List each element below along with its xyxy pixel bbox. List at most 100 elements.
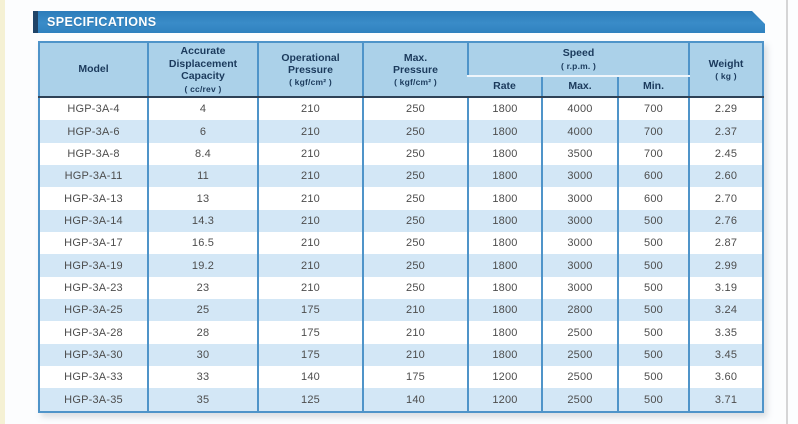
cell-model: HGP-3A-8 bbox=[67, 147, 120, 160]
cell-speed-max: 3000 bbox=[541, 254, 618, 277]
cell-speed-rate: 1800 bbox=[467, 187, 542, 210]
cell-max-pressure: 250 bbox=[362, 120, 468, 143]
cell-speed-max: 2500 bbox=[541, 388, 618, 412]
table-row: HGP-3A-23 23 210 250 1800 3000 500 3.19 bbox=[39, 276, 764, 300]
header-max-pressure-label: Max. Pressure bbox=[393, 51, 438, 76]
cell-weight: 3.45 bbox=[688, 343, 764, 367]
cell-speed-min: 500 bbox=[616, 276, 690, 300]
table-row: HGP-3A-14 14.3 210 250 1800 3000 500 2.7… bbox=[39, 209, 764, 233]
cell-displacement-capacity: 23 bbox=[147, 276, 258, 300]
cell-max-pressure: 250 bbox=[362, 209, 468, 233]
cell-weight: 2.87 bbox=[688, 232, 764, 255]
cell-speed-max: 4000 bbox=[541, 120, 618, 143]
cell-speed-max: 2500 bbox=[541, 343, 618, 367]
cell-model: HGP-3A-17 bbox=[64, 237, 123, 250]
header-speed-rate-label: Rate bbox=[493, 80, 516, 93]
cell-speed-max: 3000 bbox=[541, 232, 618, 255]
cell-model: HGP-3A-14 bbox=[64, 214, 123, 227]
section-title: SPECIFICATIONS bbox=[47, 15, 157, 29]
cell-displacement-capacity: 4 bbox=[147, 97, 258, 121]
cell-weight: 2.76 bbox=[688, 209, 764, 233]
cell-weight: 2.70 bbox=[688, 187, 764, 210]
cell-model: HGP-3A-6 bbox=[67, 125, 120, 138]
cell-speed-rate: 1800 bbox=[467, 209, 542, 233]
cell-speed-rate: 1800 bbox=[467, 321, 542, 344]
cell-operational-pressure: 175 bbox=[257, 343, 363, 367]
cell-model: HGP-3A-30 bbox=[64, 348, 123, 361]
table-header: Model Accurate Displacement Capacity ( c… bbox=[39, 42, 764, 98]
header-max-pressure: Max. Pressure ( kgf/cm² ) bbox=[362, 42, 468, 98]
cell-max-pressure: 210 bbox=[362, 343, 468, 367]
table-row: HGP-3A-30 30 175 210 1800 2500 500 3.45 bbox=[39, 343, 764, 367]
cell-displacement-capacity: 35 bbox=[147, 388, 258, 412]
table-row: HGP-3A-25 25 175 210 1800 2800 500 3.24 bbox=[39, 299, 764, 322]
cell-operational-pressure: 175 bbox=[257, 299, 363, 322]
cell-speed-min: 500 bbox=[616, 388, 690, 412]
cell-displacement-capacity: 28 bbox=[147, 321, 258, 344]
cell-model: HGP-3A-33 bbox=[64, 371, 123, 384]
cell-model: HGP-3A-35 bbox=[64, 393, 123, 406]
cell-displacement-capacity: 14.3 bbox=[147, 209, 258, 233]
cell-speed-min: 600 bbox=[616, 187, 690, 210]
cell-weight: 3.24 bbox=[688, 299, 764, 322]
specifications-table: Model Accurate Displacement Capacity ( c… bbox=[38, 41, 765, 413]
cell-model: HGP-3A-4 bbox=[67, 103, 120, 116]
cell-speed-rate: 1800 bbox=[467, 254, 542, 277]
cell-speed-min: 700 bbox=[616, 97, 690, 121]
cell-weight: 2.99 bbox=[688, 254, 764, 277]
header-speed-rate: Rate bbox=[468, 76, 542, 98]
cell-max-pressure: 250 bbox=[362, 276, 468, 300]
cell-max-pressure: 140 bbox=[362, 388, 468, 412]
table-row: HGP-3A-4 4 210 250 1800 4000 700 2.29 bbox=[39, 97, 764, 121]
cell-operational-pressure: 125 bbox=[257, 388, 363, 412]
header-weight-label: Weight bbox=[708, 57, 744, 70]
cell-operational-pressure: 175 bbox=[257, 321, 363, 344]
cell-model: HGP-3A-11 bbox=[64, 170, 123, 183]
cell-speed-max: 2500 bbox=[541, 366, 618, 389]
cell-speed-max: 3000 bbox=[541, 187, 618, 210]
cell-speed-rate: 1800 bbox=[467, 97, 542, 121]
cell-speed-rate: 1200 bbox=[467, 366, 542, 389]
cell-weight: 3.60 bbox=[688, 366, 764, 389]
cell-speed-min: 500 bbox=[616, 366, 690, 389]
cell-model: HGP-3A-23 bbox=[64, 281, 123, 294]
cell-operational-pressure: 140 bbox=[257, 366, 363, 389]
cell-speed-min: 500 bbox=[616, 232, 690, 255]
cell-displacement-capacity: 11 bbox=[147, 165, 258, 188]
section-title-bar: SPECIFICATIONS bbox=[33, 11, 765, 33]
table-row: HGP-3A-33 33 140 175 1200 2500 500 3.60 bbox=[39, 366, 764, 389]
cell-max-pressure: 210 bbox=[362, 321, 468, 344]
cell-operational-pressure: 210 bbox=[257, 165, 363, 188]
cell-weight: 3.71 bbox=[688, 388, 764, 412]
header-capacity-unit: ( cc/rev ) bbox=[184, 83, 222, 94]
cell-speed-min: 500 bbox=[616, 299, 690, 322]
cell-weight: 2.45 bbox=[688, 142, 764, 166]
cell-max-pressure: 250 bbox=[362, 187, 468, 210]
cell-speed-max: 2500 bbox=[541, 321, 618, 344]
header-operational-pressure: Operational Pressure ( kgf/cm² ) bbox=[257, 42, 363, 98]
table-row: HGP-3A-28 28 175 210 1800 2500 500 3.35 bbox=[39, 321, 764, 344]
cell-weight: 3.19 bbox=[688, 276, 764, 300]
cell-speed-max: 3000 bbox=[541, 276, 618, 300]
cell-speed-min: 500 bbox=[616, 321, 690, 344]
cell-speed-rate: 1800 bbox=[467, 276, 542, 300]
cell-speed-max: 2800 bbox=[541, 299, 618, 322]
cell-displacement-capacity: 13 bbox=[147, 187, 258, 210]
cell-model: HGP-3A-28 bbox=[64, 326, 123, 339]
cell-weight: 3.35 bbox=[688, 321, 764, 344]
cell-weight: 2.37 bbox=[688, 120, 764, 143]
cell-max-pressure: 210 bbox=[362, 299, 468, 322]
cell-operational-pressure: 210 bbox=[257, 97, 363, 121]
header-speed-min: Min. bbox=[616, 76, 690, 98]
header-speed-group: Speed ( r.p.m. ) bbox=[466, 42, 690, 77]
header-weight-unit: ( kg ) bbox=[715, 71, 737, 82]
cell-operational-pressure: 210 bbox=[257, 232, 363, 255]
cell-speed-min: 700 bbox=[616, 142, 690, 166]
table-row: HGP-3A-8 8.4 210 250 1800 3500 700 2.45 bbox=[39, 142, 764, 166]
header-op-pressure-unit: ( kgf/cm² ) bbox=[289, 77, 332, 88]
cell-displacement-capacity: 19.2 bbox=[147, 254, 258, 277]
cell-operational-pressure: 210 bbox=[257, 187, 363, 210]
cell-speed-min: 500 bbox=[616, 209, 690, 233]
cell-displacement-capacity: 33 bbox=[147, 366, 258, 389]
page-right-edge-line bbox=[786, 0, 788, 424]
